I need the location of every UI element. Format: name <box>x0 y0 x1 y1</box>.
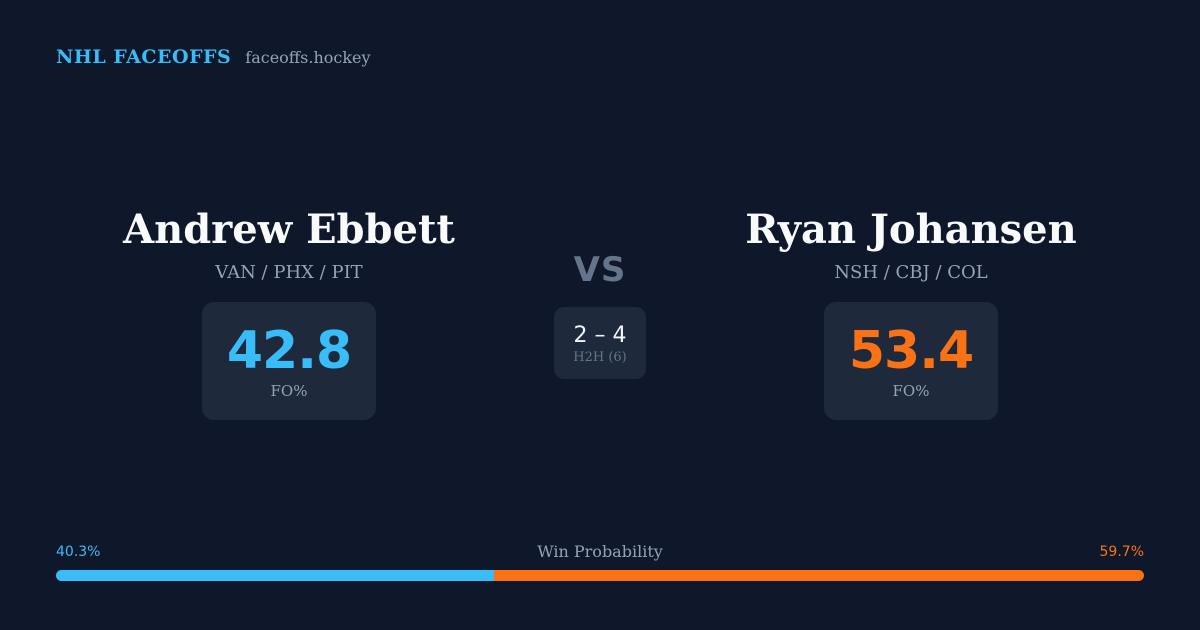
win-probability-bar <box>56 570 1144 581</box>
left-faceoff-label: FO% <box>270 382 308 400</box>
left-win-probability: 40.3% <box>56 544 101 560</box>
head-to-head-label: H2H (6) <box>573 349 627 365</box>
right-player-panel: Ryan Johansen NSH / CBJ / COL 53.4 FO% <box>691 202 1131 420</box>
brand-name: NHL FACEOFFS <box>56 46 232 68</box>
right-player-name: Ryan Johansen <box>745 206 1077 253</box>
left-player-panel: Andrew Ebbett VAN / PHX / PIT 42.8 FO% <box>69 202 509 420</box>
left-player-teams: VAN / PHX / PIT <box>215 262 363 283</box>
brand-header: NHL FACEOFFS faceoffs.hockey <box>56 46 371 68</box>
head-to-head-record: 2 – 4 <box>573 322 627 348</box>
left-win-probability-segment <box>56 570 495 581</box>
left-faceoff-card: 42.8 FO% <box>202 302 376 420</box>
right-win-probability-segment <box>494 570 1144 581</box>
left-player-name: Andrew Ebbett <box>123 206 455 253</box>
left-faceoff-percentage: 42.8 <box>226 321 352 381</box>
versus-label: VS <box>573 250 627 290</box>
right-faceoff-card: 53.4 FO% <box>824 302 998 420</box>
right-faceoff-percentage: 53.4 <box>848 321 974 381</box>
right-player-teams: NSH / CBJ / COL <box>834 262 988 283</box>
right-win-probability: 59.7% <box>1099 544 1144 560</box>
win-probability-label: Win Probability <box>537 542 663 561</box>
head-to-head-card: 2 – 4 H2H (6) <box>554 307 646 379</box>
right-faceoff-label: FO% <box>892 382 930 400</box>
brand-domain: faceoffs.hockey <box>245 48 371 67</box>
